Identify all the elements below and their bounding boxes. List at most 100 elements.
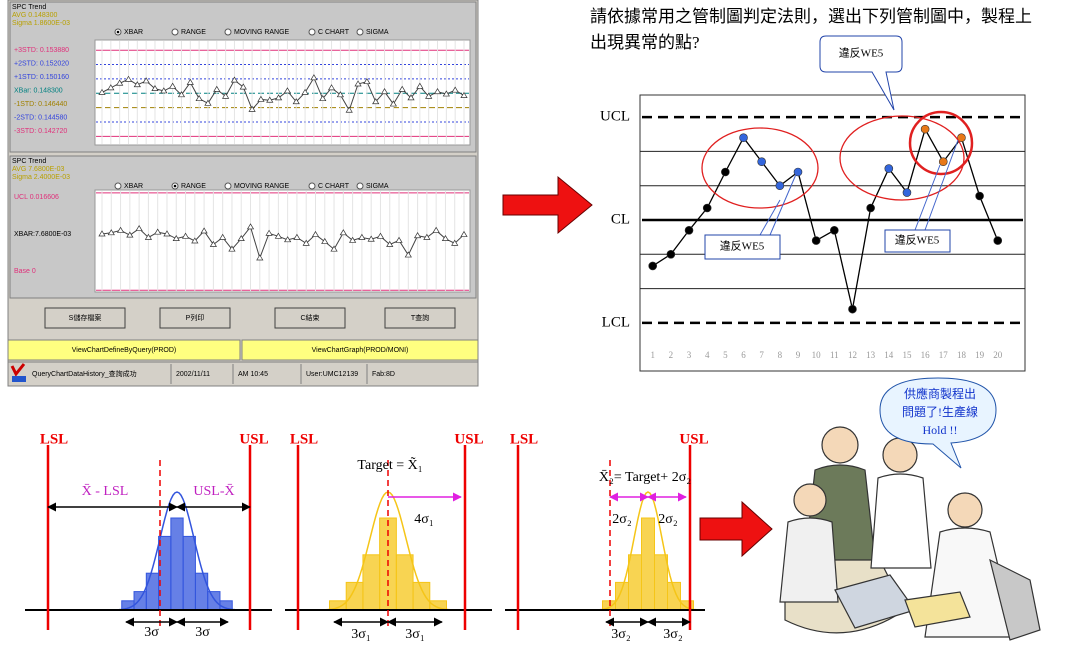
x-tick-label: 1 — [650, 350, 655, 360]
lsl-label: LSL — [510, 431, 538, 447]
x-tick-label: 4 — [705, 350, 710, 360]
x-tick-label: 19 — [975, 350, 985, 360]
histogram-bar — [668, 582, 681, 610]
dimension-label: Target = X̃₁ — [357, 456, 422, 473]
button-label[interactable]: T查詢 — [411, 313, 429, 322]
panel-title: SPC Trend — [12, 158, 46, 165]
question: 請依據常用之管制圖判定法則，選出下列管制圖中，製程上 — [590, 7, 1032, 26]
limit-label: Base 0 — [14, 268, 36, 275]
dimension-label: 4σ₁ — [414, 512, 433, 527]
point — [903, 189, 911, 197]
dimension-label: USL-X̄ — [193, 484, 234, 500]
dimension-label: X̄ - LSL — [82, 484, 129, 500]
x-tick-label: 10 — [812, 350, 822, 360]
question: 出現異常的點? — [590, 33, 700, 52]
button-label[interactable]: P列印 — [186, 313, 205, 322]
panel-title: SPC Trend — [12, 4, 46, 11]
panel-avg: AVG 7.6800E-03 — [12, 166, 65, 173]
point — [794, 168, 802, 176]
x-tick-label: 13 — [866, 350, 876, 360]
radio-label: XBAR — [124, 183, 143, 190]
histogram-bar — [171, 518, 183, 610]
status-label: QueryChartDataHistory_查詢成功 — [32, 369, 137, 378]
button-label[interactable]: C結束 — [300, 313, 319, 322]
histogram-bar — [629, 555, 642, 610]
x-tick-label: 15 — [902, 350, 912, 360]
x-tick-label: 12 — [848, 350, 857, 360]
dimension-label: 3σ₂ — [663, 627, 683, 642]
point — [740, 134, 748, 142]
y-tick-label: CL — [611, 211, 630, 227]
x-tick-label: 6 — [741, 350, 746, 360]
usl-label: USL — [239, 431, 268, 447]
radio — [172, 29, 178, 35]
radio-label: C CHART — [318, 183, 350, 190]
x-tick-label: 5 — [723, 350, 728, 360]
x-tick-label: 8 — [778, 350, 783, 360]
radio-dot — [174, 185, 177, 188]
point — [939, 158, 947, 166]
limit-label: UCL 0.016606 — [14, 194, 59, 201]
status-label: 2002/11/11 — [176, 371, 210, 378]
histogram-bar — [183, 536, 195, 610]
limit-label: +3STD: 0.153880 — [14, 47, 69, 54]
lsl-label: LSL — [40, 431, 68, 447]
people-illustration — [780, 427, 1040, 640]
histogram-bar — [642, 518, 655, 610]
radio-label: MOVING RANGE — [234, 29, 290, 36]
dimension-label: 2σ₂ — [658, 512, 678, 527]
lsl-label: LSL — [290, 431, 318, 447]
radio — [357, 183, 363, 189]
radio-label: XBAR — [124, 29, 143, 36]
limit-label: -3STD: 0.142720 — [14, 128, 67, 135]
panel-sigma: Sigma 1.8600E-03 — [12, 20, 70, 27]
dimension-label: 3σ — [195, 625, 210, 640]
histogram-bar — [413, 582, 430, 610]
point — [921, 125, 929, 133]
point — [976, 192, 984, 200]
point — [885, 165, 893, 173]
histogram-bar — [146, 573, 158, 610]
dimension-label: 3σ₁ — [351, 627, 370, 642]
speech-text: 問題了!生產線 — [902, 404, 978, 419]
dimension-label: X̄₂= Target+ 2σ₂ — [599, 470, 691, 486]
histogram-bar — [134, 592, 146, 610]
button-label[interactable]: S儲存檔案 — [69, 313, 102, 322]
query-label: ViewChartGraph(PROD/MONI) — [312, 347, 409, 354]
usl-label: USL — [679, 431, 708, 447]
x-tick-label: 3 — [687, 350, 692, 360]
x-tick-label: 20 — [993, 350, 1003, 360]
speech-text: Hold !! — [923, 423, 958, 437]
radio — [225, 183, 231, 189]
point — [758, 158, 766, 166]
limit-label: -2STD: 0.144580 — [14, 114, 67, 121]
radio-label: RANGE — [181, 183, 206, 190]
x-tick-label: 16 — [921, 350, 931, 360]
limit-label: +1STD: 0.150160 — [14, 74, 69, 81]
limit-label: +2STD: 0.152020 — [14, 60, 69, 67]
radio-label: RANGE — [181, 29, 206, 36]
histogram-bar — [195, 573, 207, 610]
status-icon — [12, 376, 26, 382]
point — [667, 250, 675, 258]
callout-label: 違反WE5 — [895, 234, 940, 247]
dimension-label: 3σ — [144, 625, 159, 640]
point — [830, 226, 838, 234]
point — [848, 305, 856, 313]
callout-label: 違反WE5 — [720, 240, 765, 253]
point — [685, 226, 693, 234]
histogram-bar — [655, 555, 668, 610]
arrow — [503, 177, 592, 233]
radio — [309, 29, 315, 35]
radio-label: C CHART — [318, 29, 350, 36]
status-label: Fab:8D — [372, 371, 395, 378]
dimension-label: 3σ₁ — [405, 627, 424, 642]
radio-label: SIGMA — [366, 29, 389, 36]
radio-dot — [117, 31, 120, 34]
histogram-bar — [346, 582, 363, 610]
histogram-bar — [363, 555, 380, 610]
status-label: AM 10:45 — [238, 371, 268, 378]
point — [776, 182, 784, 190]
callout-label: 違反WE5 — [839, 47, 884, 60]
histogram-bar — [208, 592, 220, 610]
